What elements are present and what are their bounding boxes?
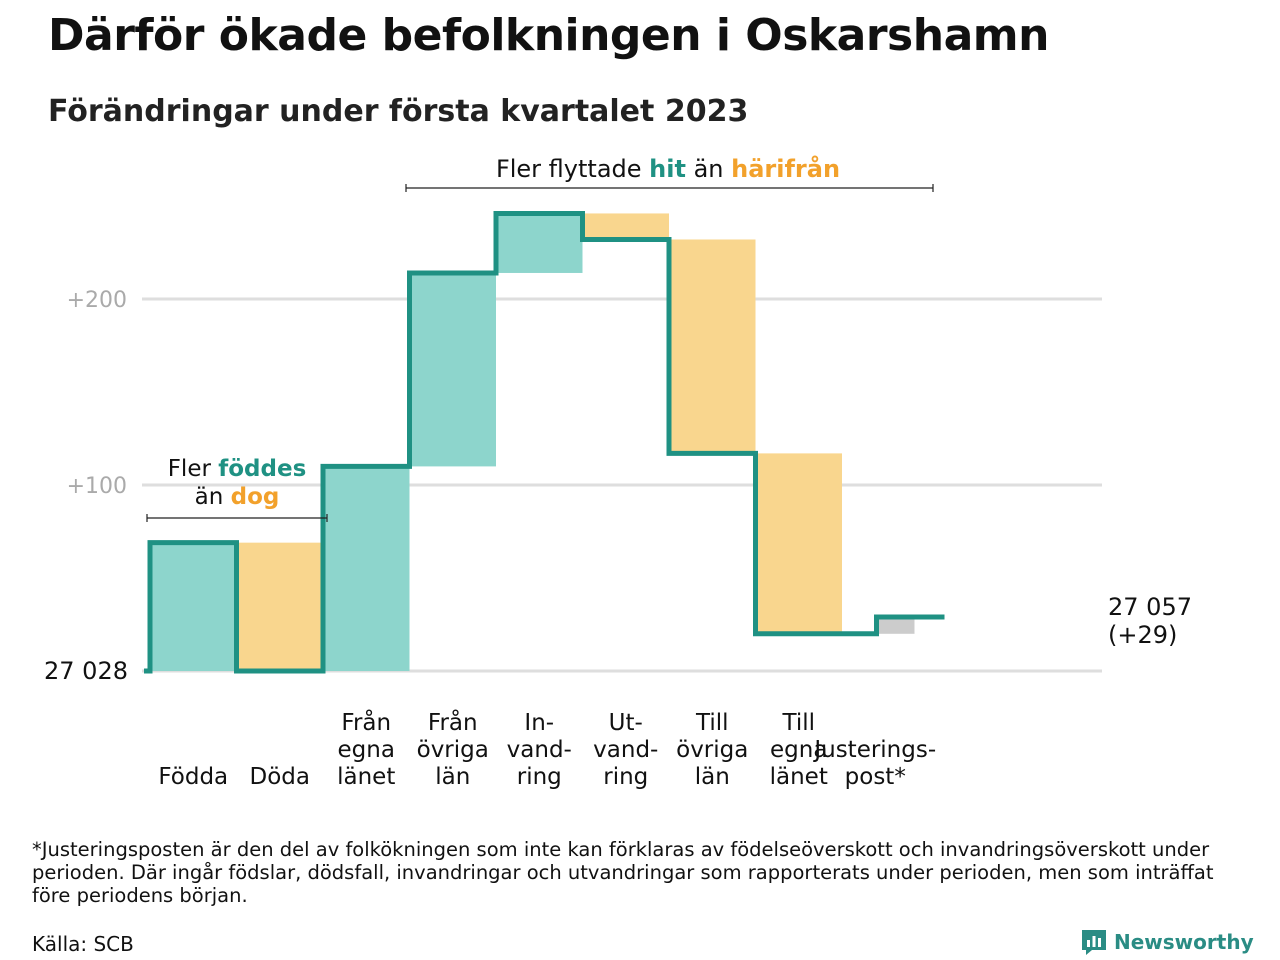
- migration-annotation-part: än: [686, 155, 731, 183]
- cumulative-line: [144, 210, 945, 674]
- category-label: vand-: [593, 737, 658, 763]
- waterfall-bar: [236, 542, 323, 671]
- category-label: Ut-: [609, 710, 643, 736]
- category-label: Från: [341, 708, 391, 736]
- category-label: län: [435, 764, 470, 790]
- waterfall-bar: [876, 617, 915, 634]
- category-label: Födda: [158, 764, 228, 790]
- migration-annotation-part: Fler flyttade: [496, 155, 649, 183]
- category-label: vand-: [507, 737, 572, 763]
- end-value-label: 27 057: [1108, 593, 1192, 621]
- category-label: länet: [337, 764, 395, 790]
- births-deaths-annotation: än dog: [195, 484, 280, 510]
- migration-annotation-part: hit: [649, 155, 686, 183]
- waterfall-bar: [323, 466, 410, 671]
- chart-subtitle: Förändringar under första kvartalet 2023: [48, 94, 749, 129]
- category-label: Från: [428, 708, 478, 736]
- category-label: övriga: [676, 737, 748, 763]
- category-label: Till: [781, 710, 815, 736]
- migration-annotation: Fler flyttade hit än härifrån: [496, 154, 840, 183]
- waterfall-bar: [755, 453, 842, 634]
- births-deaths-annotation-part: Fler: [168, 456, 219, 482]
- category-label: Till: [695, 710, 729, 736]
- waterfall-bar: [150, 542, 237, 671]
- category-label: ring: [517, 764, 562, 790]
- end-change-label: (+29): [1108, 621, 1177, 649]
- category-label: län: [695, 764, 730, 790]
- migration-annotation-part: härifrån: [731, 154, 840, 183]
- y-tick-label: +100: [67, 474, 127, 499]
- brand-logo[interactable]: Newsworthy: [1080, 928, 1254, 956]
- category-label: post*: [845, 764, 906, 790]
- start-value-label: 27 028: [44, 657, 128, 685]
- chart-title: Därför ökade befolkningen i Oskarshamn: [48, 10, 1049, 61]
- footnote: *Justeringsposten är den del av folkökni…: [32, 838, 1214, 907]
- y-tick-label: +200: [67, 288, 127, 313]
- births-deaths-annotation-part: dog: [231, 484, 280, 510]
- category-label: länet: [770, 764, 828, 790]
- waterfall-bar: [409, 272, 496, 467]
- category-label: Döda: [250, 764, 310, 790]
- waterfall-bar: [582, 213, 669, 240]
- births-deaths-annotation-part: föddes: [218, 456, 306, 482]
- category-label: egna: [770, 737, 827, 763]
- category-label: egna: [338, 737, 395, 763]
- waterfall-bar: [496, 213, 583, 273]
- category-label: Justerings-: [812, 737, 936, 763]
- births-deaths-annotation: Fler föddes: [168, 456, 307, 482]
- category-label: övriga: [417, 737, 489, 763]
- category-label: In-: [524, 710, 554, 736]
- brand-name: Newsworthy: [1114, 930, 1254, 954]
- waterfall-bar: [669, 239, 756, 454]
- births-deaths-annotation-part: än: [195, 484, 231, 510]
- newsworthy-logo-icon: [1082, 930, 1106, 955]
- category-label: ring: [603, 764, 648, 790]
- source-credit: Källa: SCB: [32, 932, 134, 956]
